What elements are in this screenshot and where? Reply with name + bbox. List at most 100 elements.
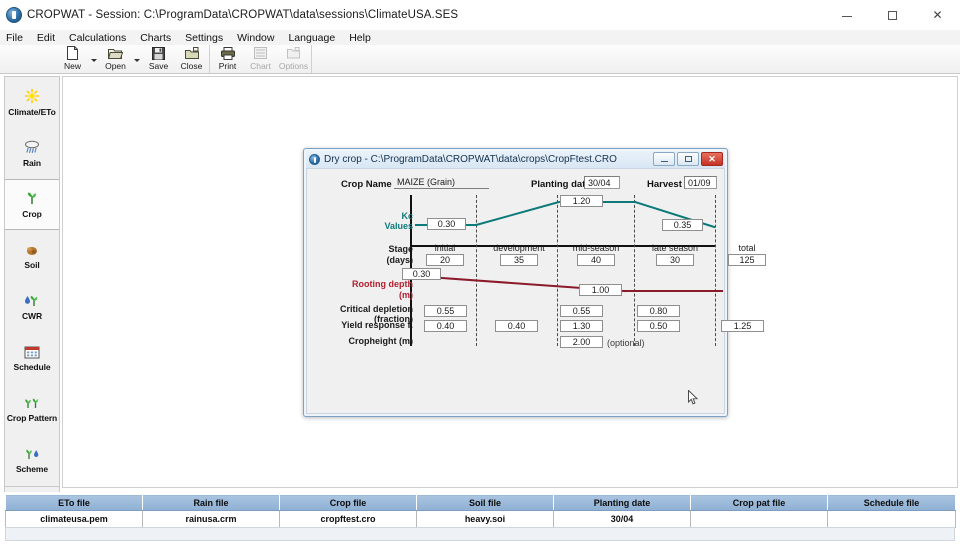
sidebar-item-schedule[interactable]: Schedule [5, 332, 59, 383]
column-header-crop-pat-file[interactable]: Crop pat file [690, 494, 828, 511]
cell-crop-file[interactable]: cropftest.cro [279, 510, 417, 528]
planting-date-input[interactable]: 30/04 [584, 176, 620, 189]
new-dropdown-chevron-down-icon[interactable] [89, 45, 99, 74]
critical-depletion-midseason[interactable]: 0.55 [560, 305, 603, 317]
stage-days-development[interactable]: 35 [500, 254, 538, 266]
soil-clump-icon [24, 241, 40, 257]
dialog-title-bar[interactable]: Dry crop - C:\ProgramData\CROPWAT\data\c… [306, 151, 725, 168]
stage-name-development: development [493, 243, 545, 253]
new-button[interactable]: New [56, 45, 89, 72]
menu-item-file[interactable]: File [6, 31, 23, 44]
menu-item-charts[interactable]: Charts [140, 31, 172, 44]
menu-item-language[interactable]: Language [288, 31, 336, 44]
menu-item-edit[interactable]: Edit [36, 31, 56, 44]
save-button[interactable]: Save [142, 45, 175, 72]
status-bar-message-area [5, 527, 955, 541]
stage-horizontal-axis [410, 245, 715, 247]
sidebar-navigation: Climate/ETo Rain [4, 76, 60, 488]
stage-days-initial[interactable]: 20 [426, 254, 464, 266]
options-button[interactable]: Options [277, 45, 310, 72]
stage-name-initial: initial [434, 243, 456, 253]
sidebar-item-crop[interactable]: Crop [5, 179, 59, 230]
stage-name-total: total [738, 243, 756, 253]
cell-schedule-file[interactable] [827, 510, 956, 528]
cropwat-globe-icon [309, 154, 320, 165]
table-header-row: ETo file Rain file Crop file Soil file P… [5, 494, 956, 511]
cropheight-value[interactable]: 2.00 [560, 336, 603, 348]
sidebar-item-crop-pattern[interactable]: Crop Pattern [5, 383, 59, 434]
open-dropdown-chevron-down-icon[interactable] [132, 45, 142, 74]
stage-days-total[interactable]: 125 [728, 254, 766, 266]
stage-days-lateseason[interactable]: 30 [656, 254, 694, 266]
critical-depletion-initial[interactable]: 0.55 [424, 305, 467, 317]
close-button-label: Close [180, 61, 203, 71]
sidebar-item-label: Climate/ETo [8, 107, 56, 117]
dialog-maximize-icon[interactable] [677, 152, 699, 166]
print-button[interactable]: Print [211, 45, 244, 72]
rooting-depth-value-max[interactable]: 1.00 [579, 284, 622, 296]
yield-response-total[interactable]: 1.25 [721, 320, 764, 332]
cell-rain-file[interactable]: rainusa.crm [142, 510, 280, 528]
kc-value-initial[interactable]: 0.30 [427, 218, 466, 230]
close-button[interactable]: Close [175, 45, 208, 72]
open-button-label: Open [105, 61, 126, 71]
planting-date-label: Planting date [531, 179, 591, 190]
cell-planting-date[interactable]: 30/04 [553, 510, 691, 528]
stage-separator-1 [476, 195, 477, 346]
stage-days-midseason[interactable]: 40 [577, 254, 615, 266]
dry-crop-dialog: Dry crop - C:\ProgramData\CROPWAT\data\c… [303, 148, 766, 417]
column-header-planting-date[interactable]: Planting date [553, 494, 691, 511]
menu-item-settings[interactable]: Settings [185, 31, 224, 44]
column-header-rain-file[interactable]: Rain file [142, 494, 280, 511]
stage-label-line2: (days) [386, 255, 413, 265]
column-header-schedule-file[interactable]: Schedule file [827, 494, 956, 511]
sidebar-item-label: Rain [22, 158, 42, 168]
cropheight-optional-note: (optional) [607, 338, 645, 348]
minimize-icon[interactable] [825, 0, 870, 30]
sidebar-item-cwr[interactable]: CWR [5, 281, 59, 332]
sidebar-item-label: Crop [22, 209, 42, 219]
critical-depletion-label-line2: (fraction) [374, 314, 413, 324]
sidebar-item-label: CWR [22, 311, 42, 321]
maximize-icon[interactable] [870, 0, 915, 30]
options-icon [287, 46, 300, 60]
crop-name-input[interactable]: MAIZE (Grain) [394, 176, 489, 189]
cell-soil-file[interactable]: heavy.soi [416, 510, 554, 528]
crop-header-row: Crop Name MAIZE (Grain) Planting date 30… [307, 175, 724, 193]
chart-button[interactable]: Chart [244, 45, 277, 72]
menu-item-help[interactable]: Help [349, 31, 371, 44]
open-button[interactable]: Open [99, 45, 132, 72]
new-document-icon [66, 46, 79, 60]
stage-name-midseason: mid-season [572, 243, 620, 253]
yield-response-label: Yield response f. [341, 320, 413, 330]
window-controls: ✕ [825, 0, 960, 30]
status-bar: ETo file Rain file Crop file Soil file P… [0, 492, 960, 548]
yield-response-initial[interactable]: 0.40 [424, 320, 467, 332]
critical-depletion-lateseason[interactable]: 0.80 [637, 305, 680, 317]
cell-crop-pat-file[interactable] [690, 510, 828, 528]
yield-response-lateseason[interactable]: 0.50 [637, 320, 680, 332]
dialog-minimize-icon[interactable] [653, 152, 675, 166]
menu-item-window[interactable]: Window [237, 31, 275, 44]
sidebar-item-rain[interactable]: Rain [5, 128, 59, 179]
rooting-depth-label-line1: Rooting depth [352, 279, 413, 289]
sidebar-item-label: Scheme [15, 464, 48, 474]
dialog-close-icon[interactable]: ✕ [701, 152, 723, 166]
rooting-depth-value-initial[interactable]: 0.30 [402, 268, 441, 280]
options-button-label: Options [278, 61, 309, 71]
sidebar-item-scheme[interactable]: Scheme [5, 434, 59, 485]
session-files-table: ETo file Rain file Crop file Soil file P… [5, 494, 956, 528]
column-header-eto-file[interactable]: ETo file [5, 494, 143, 511]
yield-response-development[interactable]: 0.40 [495, 320, 538, 332]
cell-eto-file[interactable]: climateusa.pem [5, 510, 143, 528]
column-header-crop-file[interactable]: Crop file [279, 494, 417, 511]
yield-response-midseason[interactable]: 1.30 [560, 320, 603, 332]
kc-value-lateseason[interactable]: 0.35 [662, 219, 703, 231]
sidebar-item-climate-eto[interactable]: Climate/ETo [5, 77, 59, 128]
menu-item-calculations[interactable]: Calculations [69, 31, 127, 44]
close-icon[interactable]: ✕ [932, 8, 943, 22]
harvest-input[interactable]: 01/09 [684, 176, 717, 189]
column-header-soil-file[interactable]: Soil file [416, 494, 554, 511]
sidebar-item-soil[interactable]: Soil [5, 230, 59, 281]
kc-value-midseason[interactable]: 1.20 [560, 195, 603, 207]
